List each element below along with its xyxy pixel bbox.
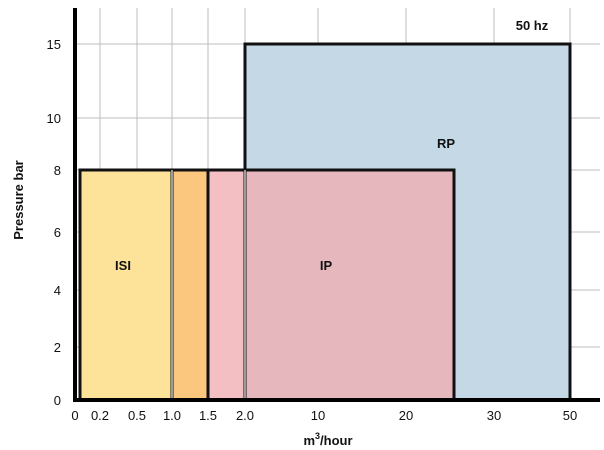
x-tick-label: 0 xyxy=(71,408,78,423)
y-tick-label: 2 xyxy=(54,340,61,355)
tick-labels: 0 0.2 0.5 1.0 1.5 2.0 10 20 30 50 0 2 4 6 8 10 15 xyxy=(47,37,578,423)
x-tick-label: 20 xyxy=(399,408,413,423)
frequency-annotation: 50 hz xyxy=(516,18,549,33)
x-tick-label: 1.0 xyxy=(163,408,181,423)
x-tick-label: 1.5 xyxy=(199,408,217,423)
ip-label: IP xyxy=(320,258,333,273)
isi-label: ISI xyxy=(115,258,131,273)
y-tick-label: 8 xyxy=(54,163,61,178)
x-tick-label: 0.5 xyxy=(128,408,146,423)
axes xyxy=(73,8,600,402)
x-tick-label: 10 xyxy=(311,408,325,423)
x-tick-label: 30 xyxy=(487,408,501,423)
rp-label: RP xyxy=(437,136,455,151)
x-tick-label: 50 xyxy=(563,408,577,423)
y-tick-label: 10 xyxy=(47,111,61,126)
y-tick-label: 0 xyxy=(54,393,61,408)
x-tick-label: 2.0 xyxy=(236,408,254,423)
x-axis-title: m3/hour xyxy=(303,431,352,448)
regions: RP IP ISI xyxy=(78,42,572,402)
y-tick-label: 6 xyxy=(54,225,61,240)
y-tick-label: 15 xyxy=(47,37,61,52)
y-tick-label: 4 xyxy=(54,283,61,298)
ip-rp-overlap xyxy=(245,170,454,400)
y-axis-title: Pressure bar xyxy=(11,160,26,240)
isi-ip-overlap xyxy=(172,170,208,400)
x-tick-label: 0.2 xyxy=(91,408,109,423)
